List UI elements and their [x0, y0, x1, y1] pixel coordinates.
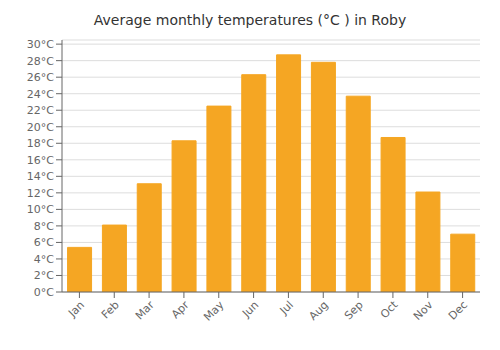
- svg-text:Apr: Apr: [169, 298, 192, 321]
- svg-text:Feb: Feb: [99, 298, 122, 321]
- svg-text:Aug: Aug: [307, 298, 331, 322]
- svg-text:0°C: 0°C: [34, 286, 54, 299]
- html-text:Average monthly temperatures (: Average monthly temperatures (°C ) in Ro…: [93, 12, 407, 28]
- svg-text:30°C: 30°C: [27, 38, 54, 51]
- svg-text:May: May: [201, 298, 227, 324]
- svg-text:Nov: Nov: [411, 298, 436, 323]
- svg-text:Oct: Oct: [378, 298, 401, 321]
- svg-text:Dec: Dec: [446, 298, 470, 322]
- svg-text:24°C: 24°C: [27, 88, 54, 101]
- svg-text:Mar: Mar: [133, 298, 157, 322]
- svg-text:Jun: Jun: [239, 298, 261, 320]
- svg-text:Sep: Sep: [342, 298, 366, 322]
- svg-text:Jan: Jan: [65, 298, 87, 320]
- svg-text:2°C: 2°C: [34, 269, 54, 282]
- svg-text:18°C: 18°C: [27, 137, 54, 150]
- svg-text:22°C: 22°C: [27, 104, 54, 117]
- svg-text:20°C: 20°C: [27, 121, 54, 134]
- svg-text:14°C: 14°C: [27, 170, 54, 183]
- svg-text:6°C: 6°C: [34, 236, 54, 249]
- svg-text:10°C: 10°C: [27, 203, 54, 216]
- svg-text:8°C: 8°C: [34, 220, 54, 233]
- svg-text:12°C: 12°C: [27, 187, 54, 200]
- svg-text:Jul: Jul: [277, 298, 296, 317]
- svg-text:4°C: 4°C: [34, 253, 54, 266]
- svg-text:16°C: 16°C: [27, 154, 54, 167]
- svg-text:28°C: 28°C: [27, 55, 54, 68]
- svg-text:26°C: 26°C: [27, 71, 54, 84]
